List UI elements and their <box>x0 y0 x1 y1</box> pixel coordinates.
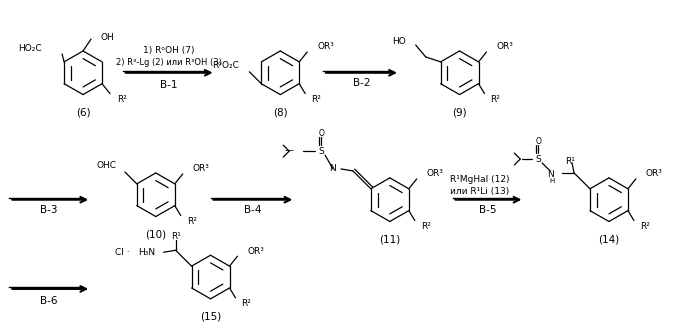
Text: RᵒO₂C: RᵒO₂C <box>213 61 239 70</box>
Text: или R¹Li (13): или R¹Li (13) <box>450 187 509 196</box>
Text: B-5: B-5 <box>479 205 496 215</box>
Text: HO₂C: HO₂C <box>18 45 42 53</box>
Text: 2) R³-Lg (2) или R³OH (3): 2) R³-Lg (2) или R³OH (3) <box>116 58 222 67</box>
Text: (15): (15) <box>200 312 221 322</box>
Text: OR³: OR³ <box>248 247 265 256</box>
Text: (14): (14) <box>598 235 620 244</box>
Text: (11): (11) <box>379 235 400 244</box>
Text: N: N <box>547 171 554 179</box>
Text: OR³: OR³ <box>496 43 513 51</box>
Text: B-3: B-3 <box>41 205 58 215</box>
Text: 1) RᵒOH (7): 1) RᵒOH (7) <box>143 47 195 55</box>
Text: B-2: B-2 <box>354 78 371 88</box>
Text: B-1: B-1 <box>160 80 178 90</box>
Text: R²: R² <box>241 299 251 308</box>
Text: R²: R² <box>491 95 500 104</box>
Text: OR³: OR³ <box>193 164 209 174</box>
Text: R²: R² <box>421 222 430 231</box>
Text: R²: R² <box>117 95 127 104</box>
Text: Cl ·: Cl · <box>116 248 130 257</box>
Text: (6): (6) <box>76 108 90 117</box>
Text: B-4: B-4 <box>244 205 261 215</box>
Text: —: — <box>284 147 293 155</box>
Text: O: O <box>318 129 324 138</box>
Text: OR³: OR³ <box>646 170 663 178</box>
Text: N: N <box>329 164 336 174</box>
Text: (9): (9) <box>452 108 467 117</box>
Text: R¹MgHal (12): R¹MgHal (12) <box>449 175 509 184</box>
Text: H₃N: H₃N <box>139 248 155 257</box>
Text: R¹: R¹ <box>565 156 575 166</box>
Text: O: O <box>536 137 541 146</box>
Text: (10): (10) <box>145 229 167 239</box>
Text: S: S <box>318 147 324 155</box>
Text: H: H <box>549 178 554 184</box>
Text: OH: OH <box>101 32 115 42</box>
Text: S: S <box>536 154 541 164</box>
Text: OR³: OR³ <box>317 43 334 51</box>
Text: OR³: OR³ <box>427 170 444 178</box>
Text: HO: HO <box>392 36 406 46</box>
Text: (8): (8) <box>273 108 288 117</box>
Text: R²: R² <box>187 217 197 226</box>
Text: R²: R² <box>312 95 321 104</box>
Text: R¹: R¹ <box>171 232 181 241</box>
Text: R²: R² <box>640 222 650 231</box>
Text: OHC: OHC <box>97 161 117 171</box>
Text: B-6: B-6 <box>41 296 58 306</box>
